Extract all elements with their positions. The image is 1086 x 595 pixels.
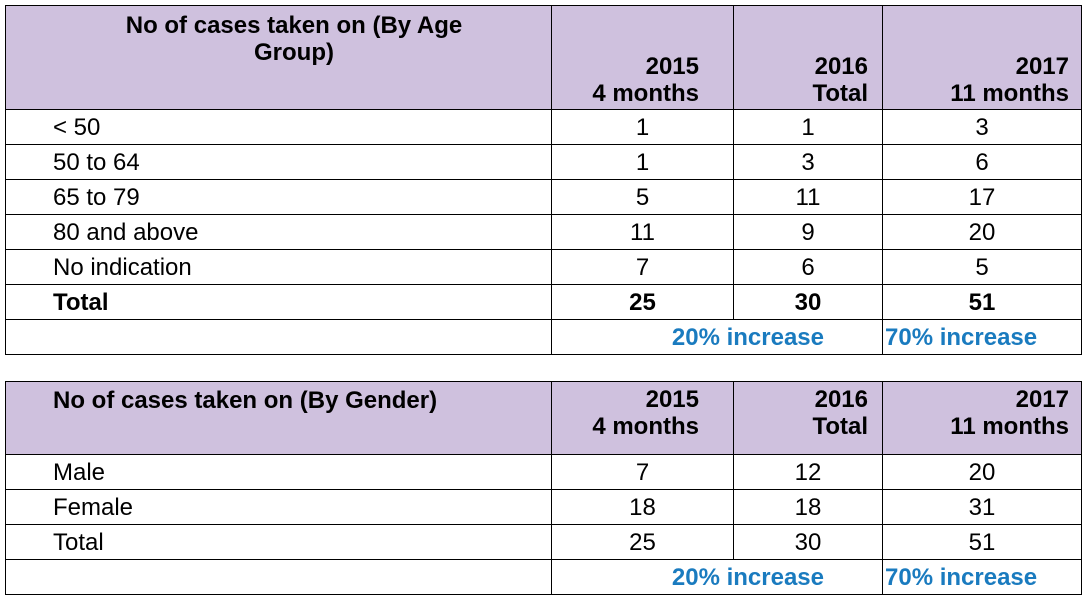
gender-table: No of cases taken on (By Gender) 2015 4 m… (5, 381, 1082, 595)
table-row: 65 to 79 5 11 17 (5, 179, 1082, 215)
empty-cell (5, 559, 552, 595)
cell-2015: 1 (551, 109, 734, 145)
cell-2015: 25 (551, 524, 734, 560)
row-label: Female (5, 489, 552, 525)
cell-2015: 11 (551, 214, 734, 250)
row-label: 65 to 79 (5, 179, 552, 215)
increase-2017: 70% increase (882, 319, 1082, 355)
increase-2016: 20% increase (551, 559, 883, 595)
cell-2015: 1 (551, 144, 734, 180)
empty-cell (5, 319, 552, 355)
header-2016: 2016 Total (733, 5, 883, 110)
table-row: 50 to 64 1 3 6 (5, 144, 1082, 180)
cell-2015: 5 (551, 179, 734, 215)
increase-2016: 20% increase (551, 319, 883, 355)
cell-2017: 20 (882, 214, 1082, 250)
table-header-row: No of cases taken on (By Age Group) 2015… (5, 5, 1082, 110)
increase-row: 20% increase 70% increase (5, 319, 1082, 355)
table-row: 80 and above 11 9 20 (5, 214, 1082, 250)
cell-2017: 51 (882, 524, 1082, 560)
cell-2016: 6 (733, 249, 883, 285)
header-2015: 2015 4 months (551, 5, 734, 110)
header-2017: 2017 11 months (882, 5, 1082, 110)
cell-2017: 20 (882, 454, 1082, 490)
row-label: 50 to 64 (5, 144, 552, 180)
table-row: Total 25 30 51 (5, 524, 1082, 560)
total-row: Total 25 30 51 (5, 284, 1082, 320)
header-title: No of cases taken on (By Age Group) (5, 5, 552, 110)
total-label: Total (5, 284, 552, 320)
cell-2016: 18 (733, 489, 883, 525)
header-2015: 2015 4 months (551, 381, 734, 455)
cell-2016: 9 (733, 214, 883, 250)
table-row: < 50 1 1 3 (5, 109, 1082, 145)
table-header-row: No of cases taken on (By Gender) 2015 4 m… (5, 381, 1082, 455)
cell-2015: 18 (551, 489, 734, 525)
age-group-table: No of cases taken on (By Age Group) 2015… (5, 5, 1082, 355)
total-2017: 51 (882, 284, 1082, 320)
cell-2016: 12 (733, 454, 883, 490)
cell-2016: 11 (733, 179, 883, 215)
cell-2016: 3 (733, 144, 883, 180)
header-title: No of cases taken on (By Gender) (5, 381, 552, 455)
cell-2015: 7 (551, 454, 734, 490)
header-2017: 2017 11 months (882, 381, 1082, 455)
row-label: Total (5, 524, 552, 560)
total-2015: 25 (551, 284, 734, 320)
table-row: No indication 7 6 5 (5, 249, 1082, 285)
total-2016: 30 (733, 284, 883, 320)
cell-2017: 17 (882, 179, 1082, 215)
row-label: 80 and above (5, 214, 552, 250)
row-label: No indication (5, 249, 552, 285)
increase-row: 20% increase 70% increase (5, 559, 1082, 595)
cell-2015: 7 (551, 249, 734, 285)
cell-2016: 1 (733, 109, 883, 145)
cell-2017: 5 (882, 249, 1082, 285)
table-row: Male 7 12 20 (5, 454, 1082, 490)
increase-2017: 70% increase (882, 559, 1082, 595)
row-label: < 50 (5, 109, 552, 145)
header-2016: 2016 Total (733, 381, 883, 455)
cell-2017: 6 (882, 144, 1082, 180)
table-row: Female 18 18 31 (5, 489, 1082, 525)
cell-2017: 31 (882, 489, 1082, 525)
cell-2017: 3 (882, 109, 1082, 145)
cell-2016: 30 (733, 524, 883, 560)
row-label: Male (5, 454, 552, 490)
